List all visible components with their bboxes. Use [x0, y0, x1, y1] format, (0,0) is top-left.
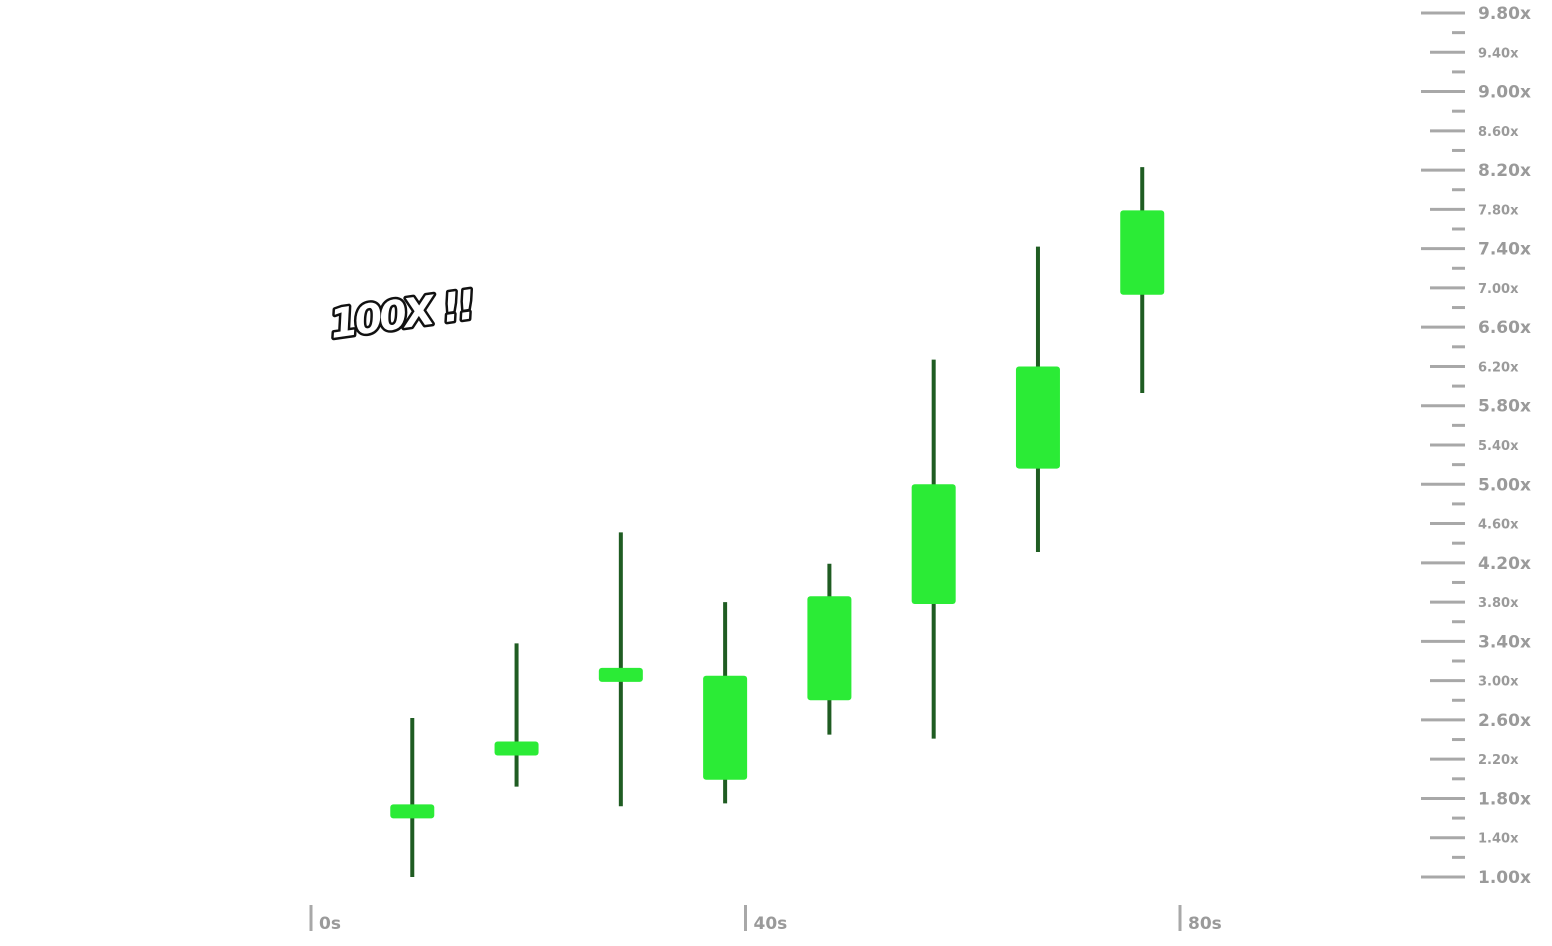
y-minor-tick-label: 2.20x: [1478, 753, 1519, 768]
y-major-tick-label: 6.60x: [1478, 318, 1531, 338]
y-minor-tick-label: 3.00x: [1478, 675, 1519, 690]
y-minor-tick-label: 1.40x: [1478, 832, 1519, 847]
candle: [807, 563, 852, 735]
candle: [1120, 167, 1165, 393]
candle: [390, 717, 435, 877]
y-minor-tick-label: 3.80x: [1478, 596, 1519, 611]
candle: [494, 643, 539, 787]
y-minor-tick-label: 6.20x: [1478, 360, 1519, 375]
y-major-tick-label: 4.20x: [1478, 554, 1531, 574]
y-minor-tick-label: 7.80x: [1478, 203, 1519, 218]
y-minor-tick-label: 5.40x: [1478, 439, 1519, 454]
candles: [390, 167, 1165, 877]
candle-body: [598, 667, 643, 682]
y-axis: 9.80x 9.00x 8.20x 7.40x 6.60x 5.80x 5.00x 4.20x…: [1421, 4, 1531, 888]
y-minor-tick-label: 4.60x: [1478, 518, 1519, 533]
candle-body: [703, 675, 748, 780]
candle-body: [494, 741, 539, 756]
candle-body: [1120, 210, 1165, 295]
y-major-tick-label: 2.60x: [1478, 711, 1531, 731]
y-major-tick-label: 9.80x: [1478, 4, 1531, 24]
candle-body: [911, 484, 956, 605]
x-tick-label: 80s: [1188, 914, 1222, 934]
y-major-tick-label: 7.40x: [1478, 240, 1531, 260]
x-tick-label: 40s: [754, 914, 788, 934]
y-major-tick-label: 8.20x: [1478, 161, 1531, 181]
candle-body: [390, 804, 435, 819]
candle: [1015, 246, 1060, 553]
y-minor-tick-label: 7.00x: [1478, 282, 1519, 297]
y-minor-tick-label: 9.40x: [1478, 46, 1519, 61]
y-major-tick-label: 9.00x: [1478, 83, 1531, 103]
y-major-tick-label: 5.80x: [1478, 397, 1531, 417]
y-minor-tick-label: 8.60x: [1478, 125, 1519, 140]
x-tick-label: 0s: [319, 914, 341, 934]
candle: [911, 359, 956, 739]
multiplier-badge: 100X !!: [327, 282, 476, 348]
x-axis: 0s 40s 80s: [309, 905, 1222, 934]
y-major-tick-label: 1.00x: [1478, 868, 1531, 888]
y-major-tick-label: 1.80x: [1478, 789, 1531, 809]
y-major-tick-label: 5.00x: [1478, 475, 1531, 495]
candle-body: [807, 596, 852, 701]
candle: [598, 532, 643, 807]
y-major-tick-label: 3.40x: [1478, 632, 1531, 652]
candle-body: [1015, 366, 1060, 469]
candle: [703, 602, 748, 804]
